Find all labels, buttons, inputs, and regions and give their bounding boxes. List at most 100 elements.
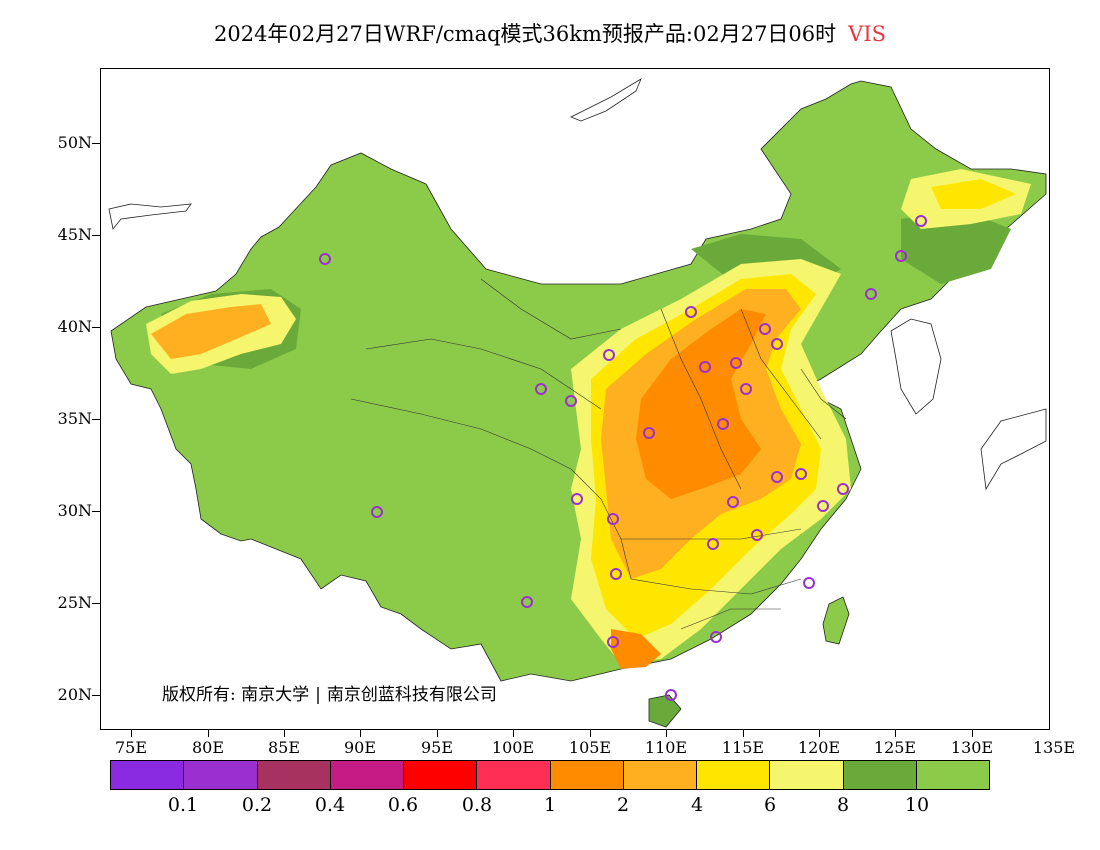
map-frame [100,68,1050,730]
x-tick-label: 135E [1032,738,1076,757]
legend-swatch [770,761,844,789]
station-marker [607,636,619,648]
low-vis-south-orange [611,629,661,669]
legend-label: 8 [836,794,850,816]
island-taiwan [822,596,850,645]
x-tick-label: 125E [873,738,917,757]
station-marker [603,349,615,361]
station-marker [521,596,533,608]
station-marker [759,323,771,335]
legend-swatch [916,761,989,789]
coastline-sea-of-okhotsk [570,78,642,122]
x-tick-mark [972,730,973,737]
legend-label: 0.6 [387,794,419,816]
station-marker [730,357,742,369]
y-tick-mark [92,695,100,696]
y-tick-mark [92,235,100,236]
copyright-notice: 版权所有: 南京大学 | 南京创蓝科技有限公司 [162,680,497,705]
x-tick-label: 100E [491,738,535,757]
legend-swatch [843,761,917,789]
x-tick-label: 85E [267,738,301,757]
station-marker [685,306,697,318]
y-tick-label: 20N [57,685,92,704]
x-tick-mark [895,730,896,737]
y-tick-label: 30N [57,501,92,520]
y-tick-mark [92,327,100,328]
station-marker [915,215,927,227]
legend-swatch [330,761,404,789]
coastline-korea [890,318,942,415]
y-tick-mark [92,143,100,144]
station-marker [319,253,331,265]
low-vis-west-orange [151,304,271,359]
station-marker [751,529,763,541]
legend-label: 0.8 [461,794,493,816]
x-tick-label: 95E [420,738,454,757]
legend-label: 0.1 [167,794,199,816]
station-marker [571,493,583,505]
y-tick-label: 40N [57,317,92,336]
copyright-separator: | [315,685,321,705]
station-marker [665,689,677,701]
copyright-org-company: 南京创蓝科技有限公司 [326,685,497,705]
legend-swatch [550,761,624,789]
legend-label: 2 [616,794,630,816]
low-vis-northeast-orange [931,179,1016,209]
legend-swatch [697,761,771,789]
legend-label: 6 [763,794,777,816]
station-marker [771,471,783,483]
legend-colorbar [110,760,990,790]
legend-swatch [111,761,185,789]
station-marker [795,468,807,480]
station-marker [727,496,739,508]
y-tick-mark [92,511,100,512]
x-tick-label: 115E [721,738,765,757]
station-marker [740,383,752,395]
x-tick-label: 75E [114,738,148,757]
legend-swatch [257,761,331,789]
x-tick-mark [819,730,820,737]
x-tick-mark [208,730,209,737]
legend-swatch [477,761,551,789]
station-marker [865,288,877,300]
x-tick-mark [437,730,438,737]
x-tick-label: 90E [343,738,377,757]
station-marker [565,395,577,407]
station-marker [717,418,729,430]
title-variable: VIS [848,22,887,46]
legend-swatch [184,761,258,789]
station-markers [319,215,927,701]
x-tick-label: 80E [191,738,225,757]
legend-label: 0.4 [314,794,346,816]
x-tick-mark [743,730,744,737]
station-marker [643,427,655,439]
y-tick-mark [92,603,100,604]
y-tick-label: 35N [57,409,92,428]
title-main: 2024年02月27日WRF/cmaq模式36km预报产品:02月27日06时 [213,22,837,46]
lake-balkhash [108,203,192,230]
x-tick-label: 130E [950,738,994,757]
x-tick-mark [513,730,514,737]
legend-swatch [623,761,697,789]
low-vis-core-orange [636,309,766,499]
island-hainan [648,694,682,728]
station-marker [610,568,622,580]
y-tick-mark [92,419,100,420]
station-marker [535,383,547,395]
x-tick-mark [131,730,132,737]
legend-label: 1 [543,794,557,816]
legend-swatch [404,761,478,789]
copyright-label: 版权所有: [162,685,236,705]
x-tick-mark [284,730,285,737]
map-title: 2024年02月27日WRF/cmaq模式36km预报产品:02月27日06时 V… [0,18,1100,48]
x-tick-mark [590,730,591,737]
y-tick-label: 25N [57,593,92,612]
x-tick-label: 105E [568,738,612,757]
y-tick-label: 50N [57,133,92,152]
x-tick-label: 110E [644,738,688,757]
legend-label: 4 [690,794,704,816]
map-canvas [108,78,1047,728]
legend-label: 10 [904,794,930,816]
station-marker [803,577,815,589]
x-tick-mark [360,730,361,737]
